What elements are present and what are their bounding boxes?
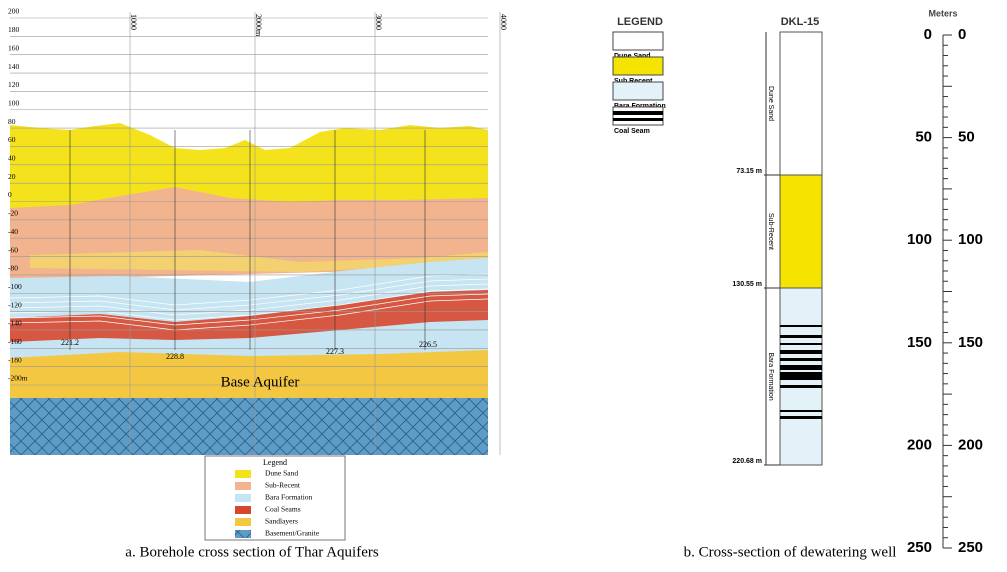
depth-label: 130.55 m bbox=[732, 281, 762, 288]
y-label: 80 bbox=[8, 117, 16, 126]
y-label: -80 bbox=[8, 264, 18, 273]
dune-sand-interval bbox=[780, 32, 822, 175]
legend-swatch bbox=[235, 518, 251, 526]
y-label: -60 bbox=[8, 245, 18, 254]
scale-label: 50 bbox=[958, 129, 975, 146]
x-label: 1000 bbox=[129, 14, 138, 30]
y-label: 140 bbox=[8, 62, 20, 71]
scale-label: 100 bbox=[907, 231, 932, 248]
legend-title: LEGEND bbox=[617, 16, 663, 28]
legend-swatch bbox=[235, 530, 251, 538]
depth-label: 220.68 m bbox=[732, 458, 762, 465]
coal-band bbox=[780, 372, 822, 380]
figure: Base Aquifer Legend a. Borehole cross se… bbox=[0, 0, 1007, 567]
legend-swatch bbox=[613, 32, 663, 50]
interval-label: Sub-Recent bbox=[767, 213, 774, 250]
borehole-depth: 221.2 bbox=[61, 338, 79, 347]
y-label: 180 bbox=[8, 25, 20, 34]
legend-swatch bbox=[613, 107, 663, 125]
y-label: 20 bbox=[8, 172, 16, 181]
coal-band bbox=[780, 335, 822, 338]
basement-layer bbox=[10, 398, 488, 455]
legend-item: Coal Seam bbox=[614, 128, 650, 135]
y-label: 0 bbox=[8, 190, 12, 199]
y-label: 120 bbox=[8, 80, 20, 89]
y-label: -200m bbox=[8, 374, 28, 383]
coal-band bbox=[780, 385, 822, 388]
right-panel: LEGEND DKL-15 Meters bbox=[617, 8, 957, 548]
scale-label: 100 bbox=[958, 231, 983, 248]
legend-item: Sandlayers bbox=[265, 517, 298, 526]
borehole-depth: 228.8 bbox=[166, 352, 184, 361]
y-label: 40 bbox=[8, 154, 16, 163]
scale-title: Meters bbox=[928, 8, 957, 18]
interval-label: Dune Sand bbox=[767, 86, 774, 121]
borehole-depth: 227.3 bbox=[326, 347, 344, 356]
y-label: 100 bbox=[8, 98, 20, 107]
legend-swatch bbox=[235, 506, 251, 514]
legend-title: Legend bbox=[263, 458, 287, 467]
left-cross-section: Base Aquifer bbox=[10, 12, 500, 455]
y-label: -100 bbox=[8, 282, 22, 291]
legend-swatch bbox=[613, 57, 663, 75]
scale-label: 50 bbox=[915, 129, 932, 146]
y-label: 160 bbox=[8, 43, 20, 52]
borehole-depth: 226.5 bbox=[419, 340, 437, 349]
y-label: 60 bbox=[8, 135, 16, 144]
coal-band bbox=[613, 118, 663, 121]
legend-item: Coal Seams bbox=[265, 505, 301, 514]
caption: b. Cross-section of dewatering well bbox=[684, 544, 897, 560]
y-label: -20 bbox=[8, 209, 18, 218]
legend-item: Sub-Recent bbox=[265, 481, 301, 490]
scale-label: 200 bbox=[907, 436, 932, 453]
coal-band bbox=[780, 365, 822, 370]
legend-item: Dune Sand bbox=[265, 469, 298, 478]
legend-swatch bbox=[235, 494, 251, 502]
scale-label: 250 bbox=[958, 539, 983, 556]
legend-swatch bbox=[235, 470, 251, 478]
legend-swatch bbox=[235, 482, 251, 490]
scale-label: 250 bbox=[907, 539, 932, 556]
x-label: 4000 bbox=[499, 14, 508, 30]
caption: a. Borehole cross section of Thar Aquife… bbox=[125, 544, 379, 560]
x-label: 3000 bbox=[374, 14, 383, 30]
x-label: 2000m bbox=[254, 14, 263, 37]
y-label: -140 bbox=[8, 319, 22, 328]
scale-label: 150 bbox=[958, 334, 983, 351]
y-label: -180 bbox=[8, 355, 22, 364]
legend-item: Basement/Granite bbox=[265, 529, 320, 538]
y-label: -40 bbox=[8, 227, 18, 236]
coal-band bbox=[780, 343, 822, 345]
annotation: Base Aquifer bbox=[221, 374, 300, 390]
y-label: -160 bbox=[8, 337, 22, 346]
sub-recent-interval bbox=[780, 175, 822, 288]
well-name: DKL-15 bbox=[781, 16, 820, 28]
coal-band bbox=[780, 350, 822, 354]
coal-band bbox=[780, 416, 822, 419]
coal-band bbox=[780, 410, 822, 412]
scale-label: 0 bbox=[958, 26, 966, 43]
y-label: -120 bbox=[8, 300, 22, 309]
scale-label: 150 bbox=[907, 334, 932, 351]
scale-label: 200 bbox=[958, 436, 983, 453]
depth-label: 73.15 m bbox=[736, 168, 762, 175]
legend-item: Bara Formation bbox=[265, 493, 313, 502]
coal-band bbox=[613, 111, 663, 115]
scale-label: 0 bbox=[924, 26, 932, 43]
y-label: 200 bbox=[8, 7, 20, 16]
legend-swatch bbox=[613, 82, 663, 100]
coal-band bbox=[780, 325, 822, 327]
interval-label: Bara Formation bbox=[767, 352, 774, 400]
coal-band bbox=[780, 358, 822, 361]
